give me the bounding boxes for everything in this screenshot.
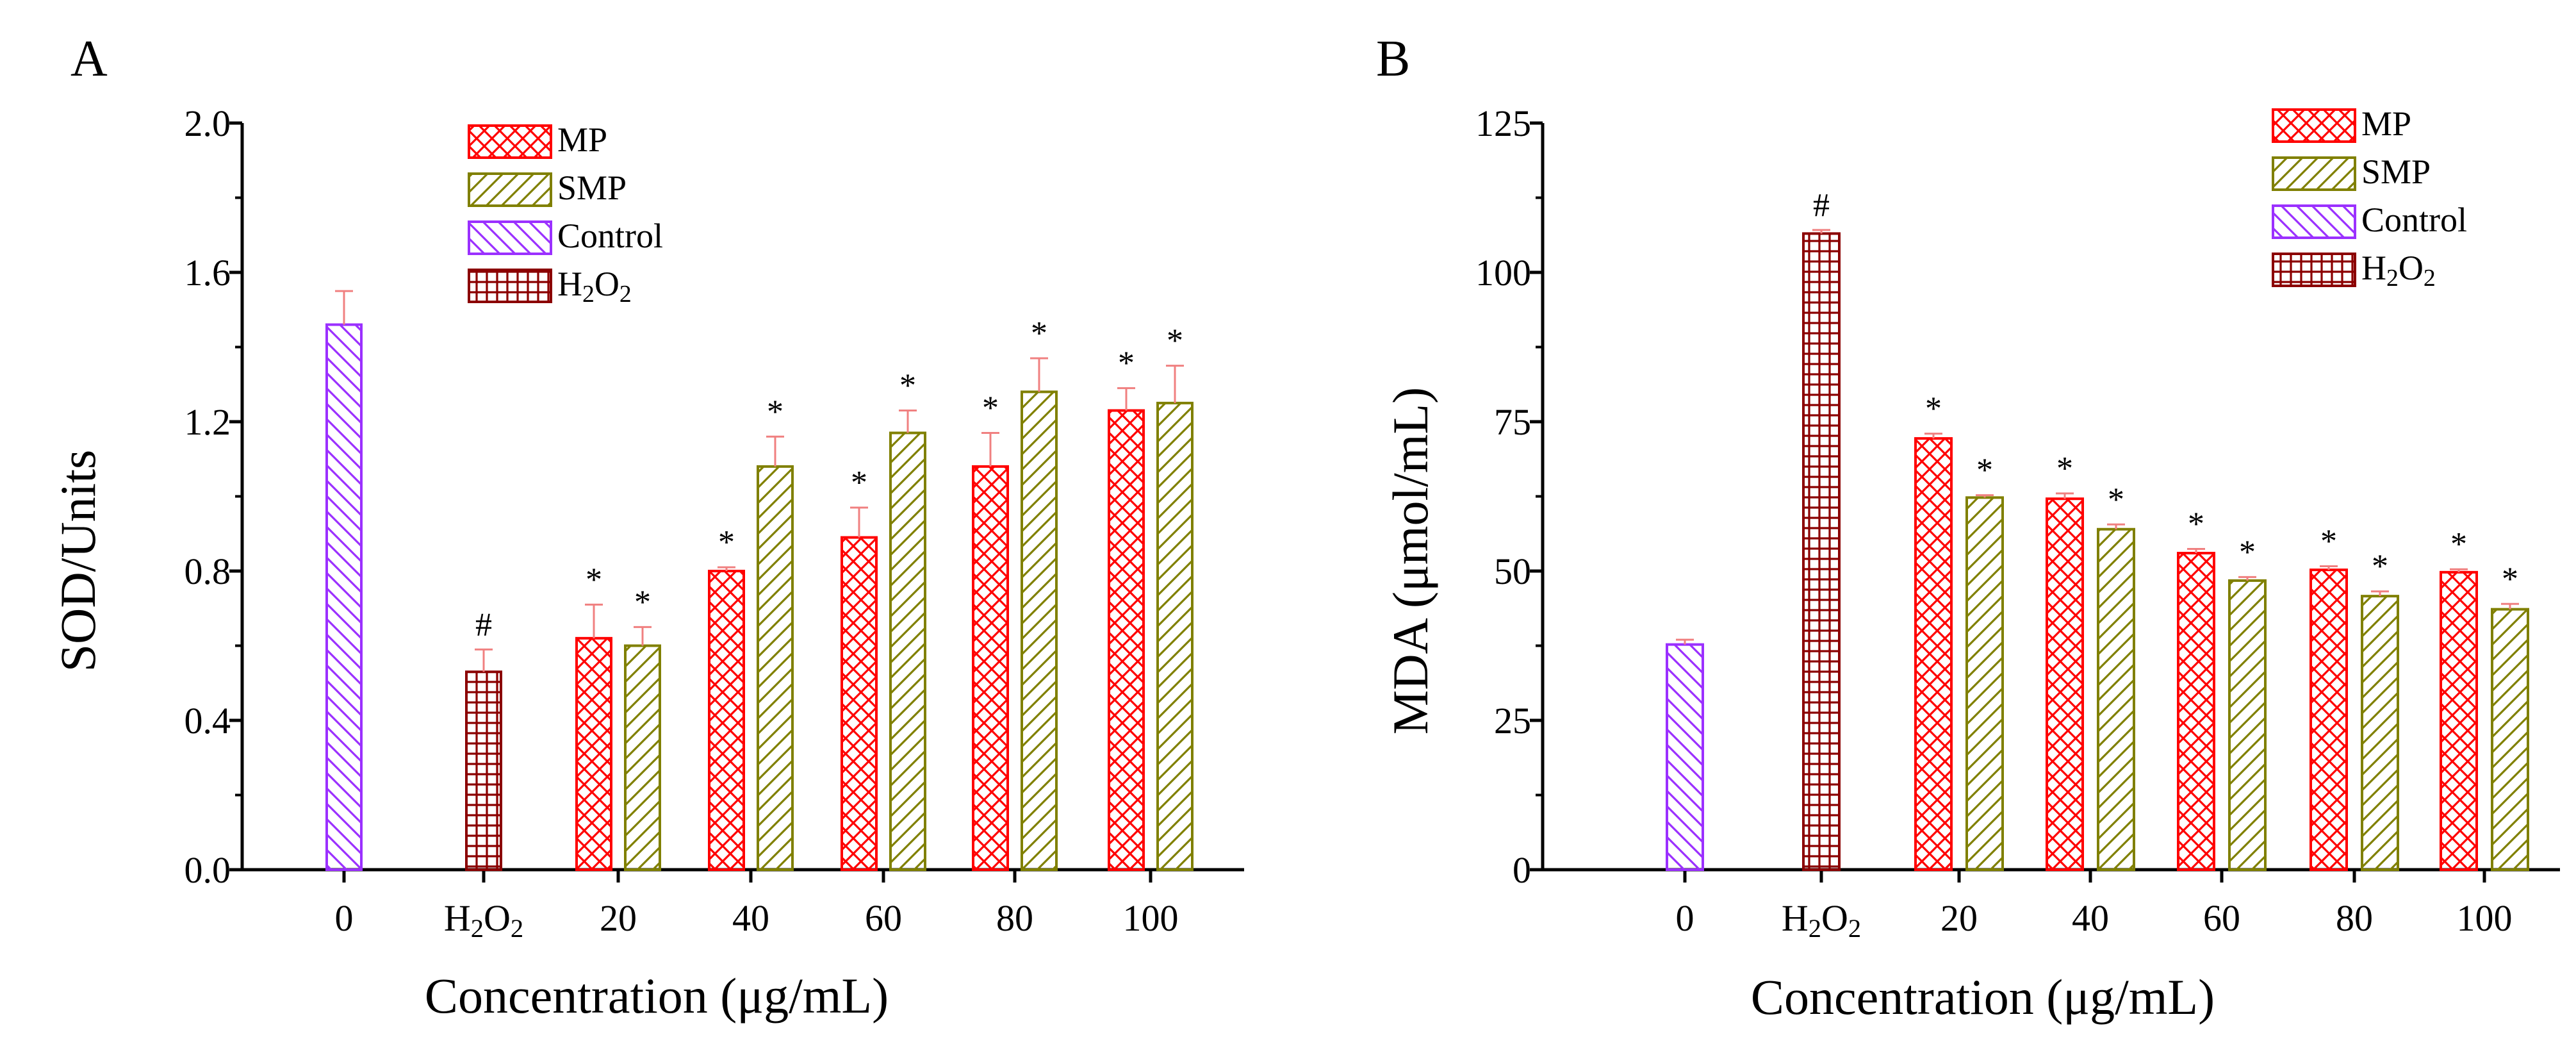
panel-b-significance-mark: *: [1925, 391, 1942, 427]
panel-a-significance-mark: *: [851, 465, 867, 501]
panel-a-hash-mark: #: [475, 606, 492, 643]
panel-b-ytick-label: 50: [1494, 551, 1531, 592]
panel-a-legend-label-mp: MP: [557, 120, 607, 159]
panel-a-significance-mark: *: [1031, 315, 1047, 352]
panel-b-bar-mp: [2309, 568, 2348, 871]
panel-b-bar-smp: [1965, 496, 2004, 871]
panel-a-bar-h2o2: [465, 670, 502, 872]
panel-b-legend-label-control: Control: [2361, 201, 2467, 239]
panel-a-legend-swatch-mp: [468, 124, 552, 159]
panel-b-bar-mp: [2177, 552, 2215, 871]
panel-b-legend-swatch-h2o2: [2272, 253, 2356, 287]
panel-b-ytick-label: 75: [1494, 401, 1531, 443]
panel-b-bar-control: [1666, 643, 1704, 871]
panel-a-ytick-label: 0.0: [185, 849, 231, 891]
panel-b-letter: B: [1376, 31, 1410, 87]
panel-b-bar-smp: [2491, 608, 2529, 871]
panel-b-xtick-label: 0: [1676, 897, 1694, 939]
panel-a-bar-smp: [757, 465, 794, 871]
panel-b-bar-smp: [2228, 579, 2267, 871]
panel-b-legend-swatch-smp: [2272, 156, 2356, 191]
panel-a-xtick-label: 60: [865, 897, 902, 939]
panel-a-bar-smp: [1021, 390, 1058, 871]
panel-b-significance-mark: *: [2450, 526, 2467, 563]
panel-b-legend-label-h2o2: H2O2: [2361, 249, 2436, 292]
panel-a-bar-smp: [1156, 401, 1194, 871]
panel-b-significance-mark: *: [2056, 451, 2073, 487]
panel-b-significance-mark: *: [2108, 481, 2124, 518]
panel-b-xtick-label: H2O2: [1782, 897, 1861, 943]
panel-a-ytick-label: 1.6: [185, 252, 231, 294]
panel-b-significance-mark: *: [1976, 452, 1993, 489]
panel-a-bar-mp: [841, 536, 878, 871]
panel-a-ylabel: SOD/Units: [50, 450, 106, 672]
panel-a-legend-label-h2o2: H2O2: [557, 265, 632, 308]
panel-b-chart: B MDA (μmol/mL) Concentration (μg/mL) 0 2…: [1376, 31, 2560, 1025]
panel-b-xtick-label: 100: [2457, 897, 2513, 939]
panel-a-bar-mp: [575, 636, 612, 871]
panel-a-legend-label-control: Control: [557, 217, 663, 255]
panel-a-xlabel: Concentration (μg/mL): [425, 968, 889, 1024]
panel-b-xtick-label: 60: [2203, 897, 2240, 939]
panel-b-ytick-label: 0: [1513, 849, 1531, 891]
panel-a-legend-swatch-smp: [468, 172, 552, 207]
panel-b-bar-mp: [2440, 570, 2478, 871]
panel-a-significance-mark: *: [634, 584, 651, 620]
panel-a-bar-smp: [889, 431, 926, 871]
panel-a-significance-mark: *: [718, 524, 735, 561]
panel-a-xtick-label: H2O2: [444, 897, 523, 943]
panel-a-significance-mark: *: [982, 390, 999, 426]
panel-b-legend-swatch-control: [2272, 204, 2356, 239]
panel-b-ytick-label: 125: [1475, 103, 1531, 144]
panel-a-legend-label-smp: SMP: [557, 169, 627, 207]
panel-b-legend-label-smp: SMP: [2361, 153, 2431, 191]
panel-b-bar-smp: [2097, 527, 2135, 871]
panel-a-xtick-label: 20: [600, 897, 637, 939]
panel-b-bar-smp: [2361, 595, 2399, 871]
panel-b-ytick-label: 25: [1494, 700, 1531, 742]
panel-b-hash-mark: #: [1813, 187, 1830, 224]
panel-a-legend-swatch-h2o2: [468, 269, 552, 303]
panel-a-ytick-label: 1.2: [185, 401, 231, 443]
panel-b-significance-mark: *: [2502, 561, 2518, 597]
panel-b-xlabel: Concentration (μg/mL): [1751, 969, 2215, 1025]
panel-a-bar-smp: [624, 644, 661, 871]
panel-a-ytick-label: 2.0: [185, 103, 231, 144]
panel-a-bar-mp: [708, 570, 745, 871]
panel-a-ytick-label: 0.8: [185, 551, 231, 592]
panel-b-xtick-label: 40: [2072, 897, 2109, 939]
panel-a-significance-mark: *: [586, 561, 602, 598]
panel-a-significance-mark: *: [899, 368, 916, 404]
panel-a-bar-mp: [972, 465, 1009, 871]
panel-a-significance-mark: *: [1118, 345, 1135, 382]
panel-b-significance-mark: *: [2188, 506, 2204, 543]
panel-a-bar-control: [325, 323, 363, 871]
panel-b-ylabel: MDA (μmol/mL): [1382, 387, 1438, 734]
panel-b-bar-h2o2: [1802, 232, 1841, 872]
panel-a-chart: A SOD/Units Concentration (μg/mL) 0.0 0.4…: [50, 31, 1244, 1024]
panel-a-letter: A: [70, 31, 108, 87]
panel-b-significance-mark: *: [2239, 534, 2256, 570]
panel-b-xtick-label: 80: [2336, 897, 2373, 939]
panel-a-bar-mp: [1108, 409, 1145, 871]
panel-b-significance-mark: *: [2372, 549, 2388, 585]
panel-a-significance-mark: *: [767, 394, 783, 430]
panel-b-ytick-label: 100: [1475, 252, 1531, 294]
panel-a-xtick-label: 0: [335, 897, 354, 939]
panel-b-significance-mark: *: [2320, 524, 2337, 560]
panel-b-bar-mp: [2046, 497, 2084, 871]
panel-a-ytick-label: 0.4: [185, 700, 231, 742]
panel-a-significance-mark: *: [1167, 323, 1183, 360]
panel-b-bar-mp: [1914, 437, 1953, 871]
panel-b-legend-swatch-mp: [2272, 108, 2356, 143]
panel-a-legend-swatch-control: [468, 220, 552, 255]
panel-a-xtick-label: 40: [732, 897, 769, 939]
panel-b-legend-label-mp: MP: [2361, 104, 2411, 143]
panel-b-xtick-label: 20: [1940, 897, 1978, 939]
panel-a-xtick-label: 100: [1123, 897, 1179, 939]
panel-a-xtick-label: 80: [996, 897, 1033, 939]
